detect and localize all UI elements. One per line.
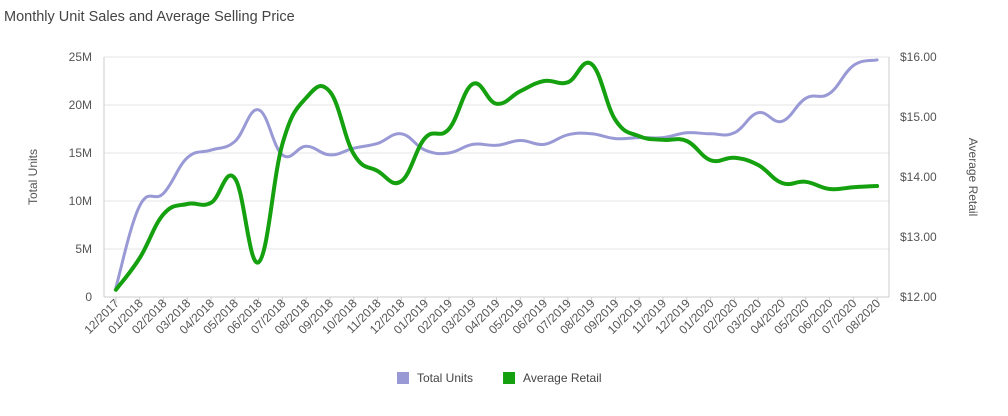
data-point-average-retail[interactable] [467,78,479,90]
y-right-tick-label: $14.00 [900,170,937,184]
data-point-average-retail[interactable] [372,165,384,177]
data-point-total-units[interactable] [491,139,503,151]
data-point-average-retail[interactable] [562,76,574,88]
data-point-total-units[interactable] [205,144,217,156]
data-point-total-units[interactable] [800,92,812,104]
data-point-average-retail[interactable] [609,114,621,126]
data-point-total-units[interactable] [728,127,740,139]
data-point-total-units[interactable] [229,136,241,148]
legend-label: Average Retail [523,371,602,385]
y-left-tick-label: 5M [75,242,92,256]
y-axis-right-ticks: $12.00 $13.00 $14.00 $15.00 $16.00 [900,50,937,304]
data-point-average-retail[interactable] [229,172,241,184]
data-point-average-retail[interactable] [681,135,693,147]
y-right-tick-label: $13.00 [900,230,937,244]
y-right-tick-label: $12.00 [900,290,937,304]
y-axis-right-title: Average Retail [966,138,980,217]
data-point-average-retail[interactable] [728,152,740,164]
y-left-tick-label: 15M [69,146,92,160]
data-point-total-units[interactable] [562,129,574,141]
legend-swatch [397,372,409,384]
data-point-total-units[interactable] [705,128,717,140]
data-point-average-retail[interactable] [657,134,669,146]
data-point-average-retail[interactable] [276,138,288,150]
data-point-total-units[interactable] [776,115,788,127]
legend-label: Total Units [417,371,473,385]
data-point-total-units[interactable] [871,54,883,66]
data-point-total-units[interactable] [443,147,455,159]
y-axis-left-title: Total Units [26,149,40,205]
y-axis-left-ticks: 0 5M 10M 15M 20M 25M [69,50,93,304]
data-point-total-units[interactable] [824,88,836,100]
data-point-average-retail[interactable] [348,148,360,160]
data-point-total-units[interactable] [134,200,146,212]
data-point-average-retail[interactable] [181,198,193,210]
y-right-tick-label: $15.00 [900,110,937,124]
data-point-average-retail[interactable] [253,256,265,268]
y-left-tick-label: 20M [69,98,92,112]
data-point-average-retail[interactable] [824,183,836,195]
data-point-average-retail[interactable] [871,180,883,192]
data-point-total-units[interactable] [158,187,170,199]
series-line-total-units [114,58,879,289]
legend: Total Units Average Retail [397,371,602,385]
data-point-average-retail[interactable] [443,123,455,135]
grid [104,56,889,250]
data-point-average-retail[interactable] [633,130,645,142]
data-point-average-retail[interactable] [158,208,170,220]
data-point-total-units[interactable] [609,133,621,145]
y-left-tick-label: 10M [69,194,92,208]
series-layer [110,54,883,296]
y-left-tick-label: 0 [85,290,92,304]
data-point-average-retail[interactable] [586,58,598,70]
data-point-average-retail[interactable] [538,75,550,87]
data-point-average-retail[interactable] [491,98,503,110]
data-point-total-units[interactable] [752,107,764,119]
data-point-total-units[interactable] [467,138,479,150]
data-point-total-units[interactable] [847,60,859,72]
data-point-average-retail[interactable] [705,154,717,166]
data-point-total-units[interactable] [324,149,336,161]
data-point-total-units[interactable] [538,138,550,150]
y-left-tick-label: 25M [69,50,92,64]
data-point-total-units[interactable] [300,140,312,152]
data-point-average-retail[interactable] [847,181,859,193]
series-line-average-retail [113,60,880,292]
data-point-average-retail[interactable] [300,92,312,104]
data-point-average-retail[interactable] [776,177,788,189]
data-point-average-retail[interactable] [324,86,336,98]
y-right-tick-label: $16.00 [900,50,937,64]
data-point-total-units[interactable] [586,128,598,140]
data-point-average-retail[interactable] [800,176,812,188]
data-point-average-retail[interactable] [419,132,431,144]
data-point-average-retail[interactable] [752,159,764,171]
data-point-average-retail[interactable] [205,197,217,209]
chart-title: Monthly Unit Sales and Average Selling P… [4,9,295,25]
data-point-average-retail[interactable] [395,175,407,187]
data-point-total-units[interactable] [514,135,526,147]
data-point-total-units[interactable] [181,152,193,164]
data-point-total-units[interactable] [372,137,384,149]
data-point-total-units[interactable] [395,128,407,140]
legend-item-average-retail[interactable]: Average Retail [503,371,602,385]
data-point-average-retail[interactable] [514,85,526,97]
legend-item-total-units[interactable]: Total Units [397,371,473,385]
data-point-total-units[interactable] [253,104,265,116]
data-point-average-retail[interactable] [110,284,122,296]
legend-swatch [503,372,516,384]
x-axis-ticks: 12/201701/201802/201803/201804/201805/20… [81,296,883,337]
data-point-average-retail[interactable] [134,252,146,264]
